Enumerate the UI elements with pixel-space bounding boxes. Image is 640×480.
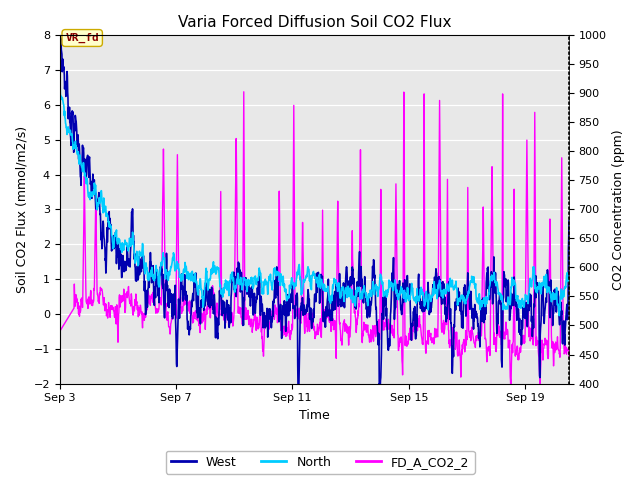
West (335, 302, 342, 308)
FD_A_CO2_2 (508, 361, 515, 367)
North (335, 287, 342, 293)
X-axis label: Time: Time (299, 409, 330, 422)
Y-axis label: CO2 Concentration (ppm): CO2 Concentration (ppm) (612, 129, 625, 290)
West (56, 33, 63, 38)
Line: West: West (60, 28, 583, 402)
Line: North: North (60, 77, 583, 315)
West (393, 284, 401, 290)
FD_A_CO2_2 (335, 271, 342, 276)
Title: Varia Forced Diffusion Soil CO2 Flux: Varia Forced Diffusion Soil CO2 Flux (177, 15, 451, 30)
North (56, 74, 63, 80)
West (289, 306, 297, 312)
Y-axis label: Soil CO2 Flux (mmol/m2/s): Soil CO2 Flux (mmol/m2/s) (15, 126, 28, 293)
FD_A_CO2_2 (393, 230, 401, 236)
West (579, 311, 587, 317)
FD_A_CO2_2 (240, 89, 248, 95)
North (556, 312, 563, 318)
West (87, 179, 95, 184)
North (392, 290, 400, 296)
West (508, 297, 516, 302)
Line: FD_A_CO2_2: FD_A_CO2_2 (60, 92, 583, 396)
Legend: West, North, FD_A_CO2_2: West, North, FD_A_CO2_2 (166, 451, 474, 474)
North (289, 280, 297, 286)
FD_A_CO2_2 (281, 328, 289, 334)
Text: VR_fd: VR_fd (65, 33, 99, 43)
North (579, 286, 587, 291)
FD_A_CO2_2 (289, 211, 297, 217)
West (56, 25, 64, 31)
North (280, 281, 288, 287)
FD_A_CO2_2 (579, 347, 587, 353)
FD_A_CO2_2 (56, 328, 63, 334)
North (87, 189, 95, 195)
West (376, 399, 384, 405)
West (281, 312, 289, 318)
North (508, 284, 515, 290)
FD_A_CO2_2 (573, 393, 581, 399)
FD_A_CO2_2 (87, 288, 95, 293)
